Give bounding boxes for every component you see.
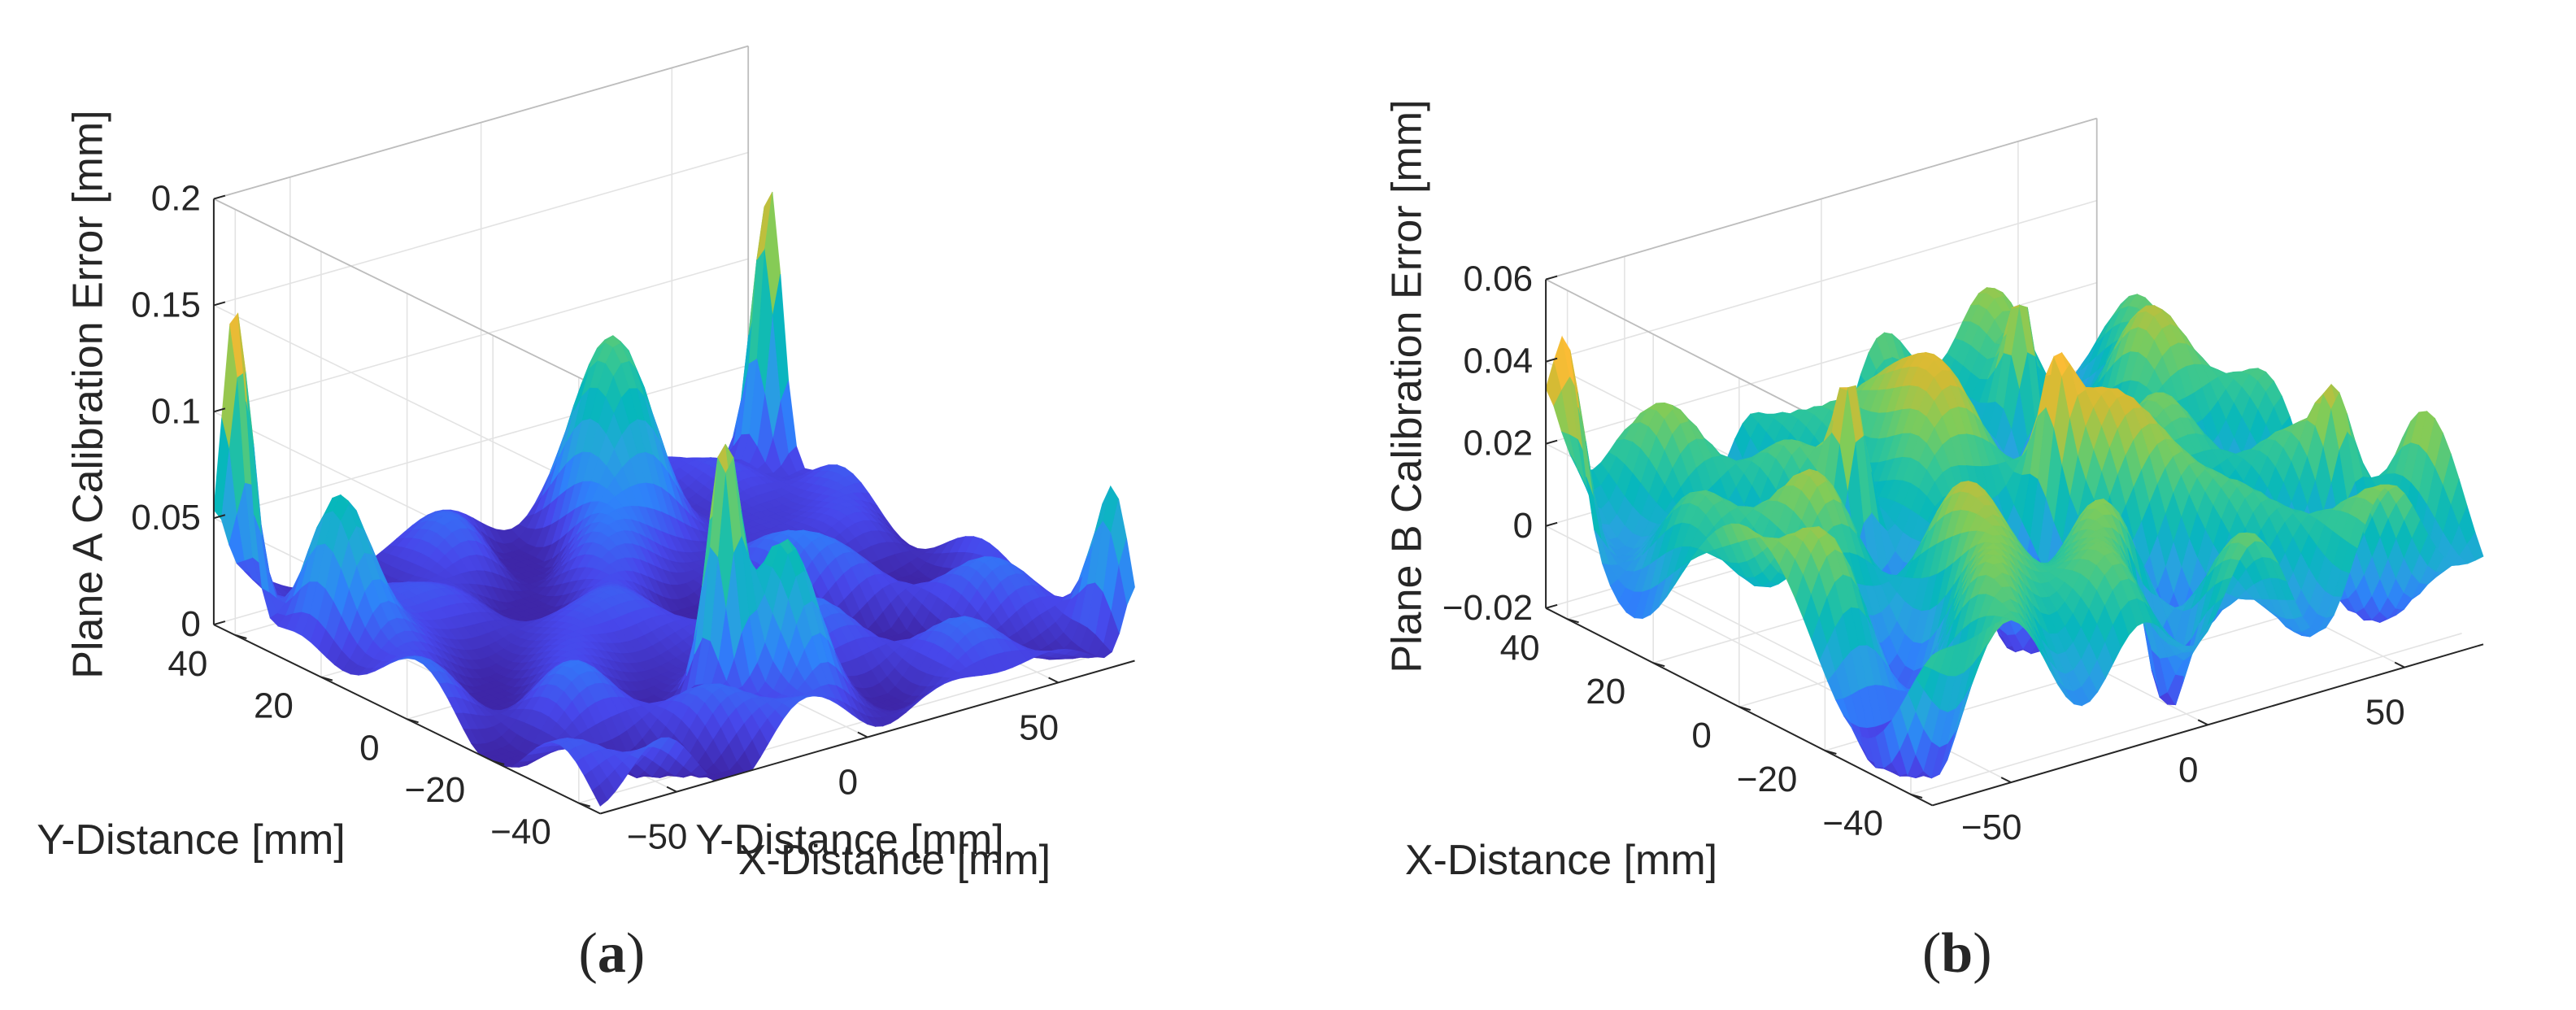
- z-axis-label: Plane A Calibration Error [mm]: [64, 110, 111, 678]
- y-tick-label: −40: [490, 812, 551, 852]
- grid-line: [213, 151, 749, 307]
- z-tick-label: 0.05: [131, 498, 201, 538]
- z-tick: [213, 301, 226, 307]
- surface-mesh: [213, 191, 1135, 807]
- x-tick-label: 0: [838, 763, 858, 803]
- box-edge: [213, 45, 749, 200]
- y-tick-label: 0: [359, 728, 379, 768]
- caption-paren: ): [626, 922, 645, 985]
- x-tick: [857, 731, 868, 738]
- z-tick: [213, 194, 226, 200]
- grid-line: [213, 364, 749, 519]
- y-tick-label: 20: [254, 686, 294, 726]
- y-tick-label: −20: [405, 770, 466, 810]
- y-tick-label: 40: [168, 644, 207, 684]
- caption-letter: a: [598, 922, 626, 985]
- x-tick-label: 50: [1019, 707, 1059, 747]
- panel-caption: (a): [579, 922, 646, 985]
- x-tick-label: −50: [627, 817, 688, 857]
- z-tick: [213, 620, 226, 626]
- x-tick: [666, 786, 677, 793]
- x-tick: [1048, 677, 1060, 684]
- z-tick-label: 0.1: [151, 391, 201, 431]
- z-tick-label: 0.15: [131, 285, 201, 324]
- surface-plot-a: 0 0.05 0.1 0.15 0.2 −40 −20 0 20 40 −50 0 50 Plane A …: [37, 45, 1135, 985]
- z-tick-label: 0.2: [151, 179, 201, 219]
- y-axis-label: Y-Distance [mm]: [37, 816, 346, 864]
- surface-mesh: [1545, 287, 2484, 779]
- box-edge: [213, 198, 601, 389]
- z-tick-label: 0: [181, 604, 200, 644]
- grid-line: [578, 649, 1114, 804]
- grid-line: [213, 304, 601, 495]
- caption-paren: (: [579, 922, 598, 985]
- grid-line: [213, 258, 749, 413]
